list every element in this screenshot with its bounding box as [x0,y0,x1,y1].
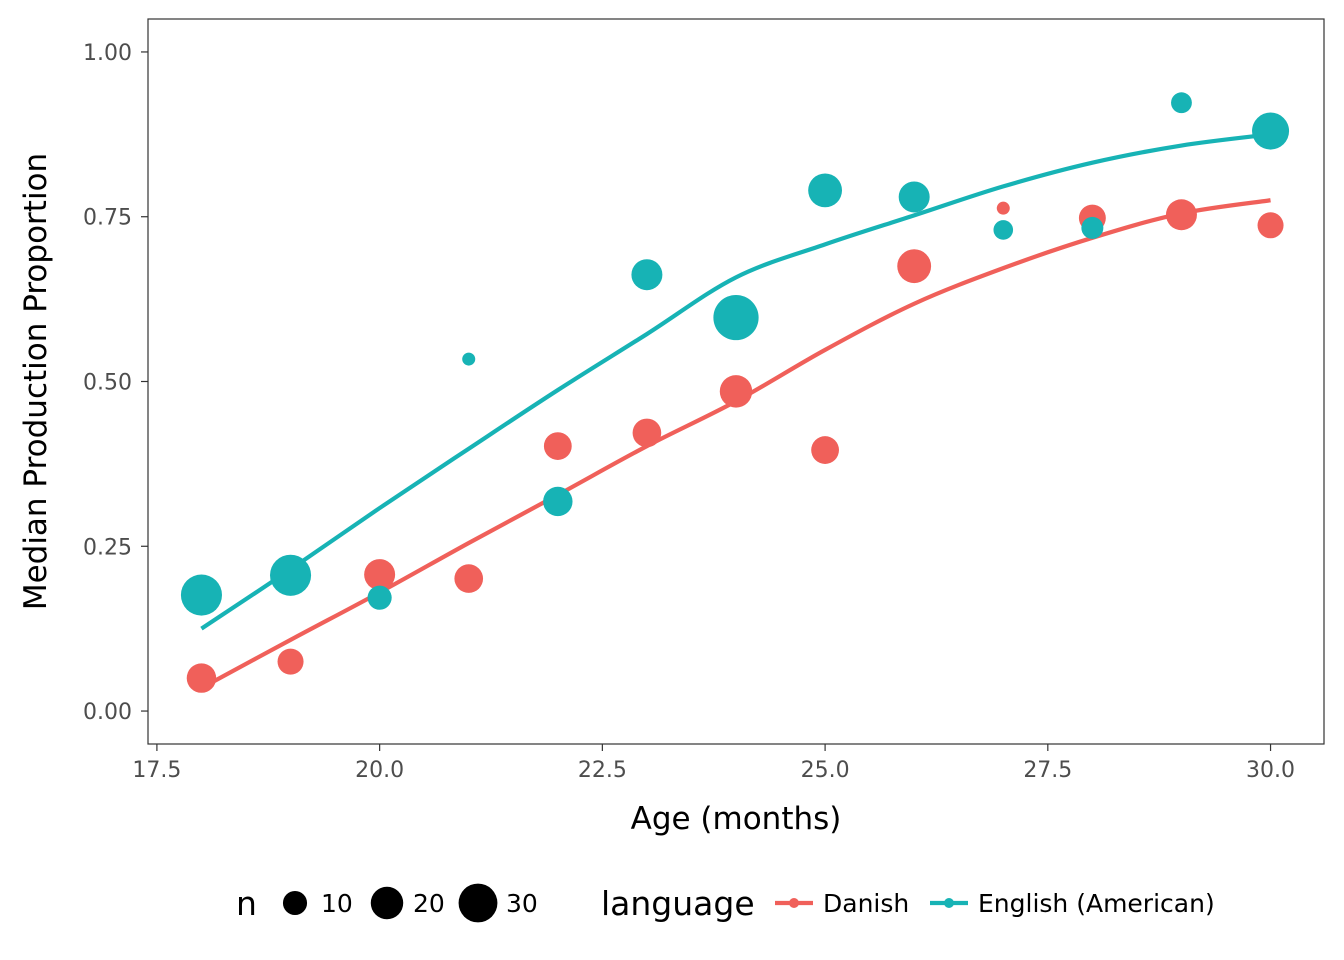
x-tick-label: 22.5 [578,758,627,783]
y-tick-label: 0.00 [83,700,132,725]
size-legend-label: 10 [321,889,353,918]
point-english-american [808,173,843,208]
point-danish [543,432,572,460]
x-tick-label: 20.0 [355,758,404,783]
x-tick-label: 25.0 [801,758,850,783]
point-english-american [462,352,476,366]
point-danish [719,375,753,408]
size-legend-title: n [236,884,257,923]
x-tick-label: 27.5 [1023,758,1072,783]
y-tick-label: 0.25 [83,535,132,560]
size-legend-label: 30 [506,889,538,918]
point-english-american [270,554,312,596]
legend: n language 10 20 30 Danish English (American… [236,883,1215,923]
point-english-american [1081,216,1104,239]
y-tick-label: 0.50 [83,371,132,396]
point-english-american [180,574,222,616]
point-english-american [1171,92,1192,114]
point-danish [996,201,1010,215]
point-danish [454,564,484,593]
point-danish [277,648,304,675]
color-legend-key-point [944,898,954,908]
point-english-american [1252,112,1290,150]
point-english-american [631,259,663,291]
y-tick-label: 1.00 [83,41,132,66]
y-tick-label: 0.75 [83,206,132,231]
smooth-line-english-american [200,132,1271,631]
smooth-lines-layer [200,132,1271,690]
point-english-american [713,294,759,341]
x-tick-label: 30.0 [1246,758,1295,783]
points-layer [180,92,1290,693]
y-axis-title: Median Production Proportion [18,153,54,610]
color-legend-label-danish: Danish [823,889,909,918]
point-danish [811,436,839,464]
point-danish [1165,199,1197,231]
point-english-american [367,585,392,610]
smooth-line-danish [200,198,1271,690]
color-legend-title: language [601,884,755,923]
size-legend-key [282,890,308,916]
point-english-american [993,220,1014,240]
point-danish [1257,212,1284,239]
size-legend-label: 20 [413,889,445,918]
x-axis-title: Age (months) [631,801,842,837]
point-english-american [898,181,930,213]
point-danish [364,559,396,591]
color-legend-key-point [789,898,799,908]
point-danish [186,663,217,693]
point-danish [897,249,932,284]
size-legend-key [458,883,498,923]
x-tick-label: 17.5 [132,758,181,783]
y-axis-ticks: 0.00 0.25 0.50 0.75 1.00 [83,41,148,725]
size-legend-key [370,886,404,920]
color-legend-label-english-american: English (American) [978,889,1215,918]
point-danish [632,418,662,448]
x-axis-ticks: 17.5 20.0 22.5 25.0 27.5 30.0 [132,744,1295,783]
point-english-american [543,486,573,517]
